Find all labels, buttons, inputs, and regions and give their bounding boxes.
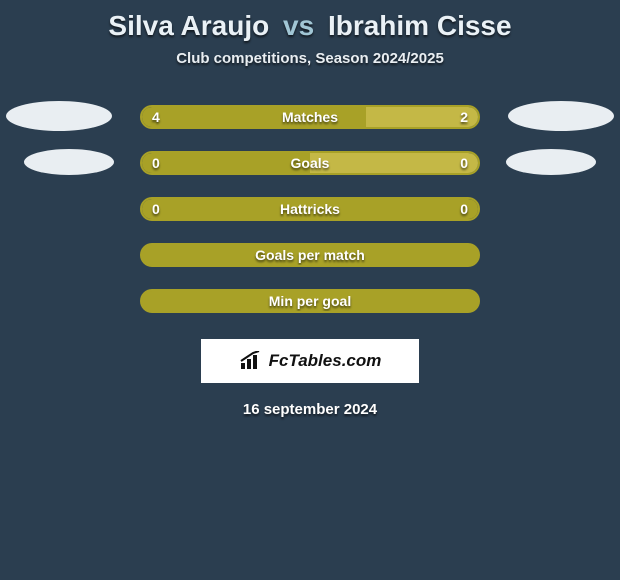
- stat-label: Min per goal: [142, 291, 478, 311]
- vs-text: vs: [283, 10, 314, 41]
- bar-fill-player1: [142, 107, 366, 127]
- stat-row: Hattricks00: [0, 187, 620, 233]
- chart-icon: [239, 351, 265, 371]
- stats-rows: Matches42 Goals00 Hattricks00 Goals per mat…: [0, 95, 620, 325]
- bar-fill-player2: [366, 107, 478, 127]
- stat-bar: Goals00: [140, 151, 480, 175]
- stat-bar: Matches42: [140, 105, 480, 129]
- stat-bar: Hattricks00: [140, 197, 480, 221]
- bar-fill-player2: [310, 153, 478, 173]
- logo-inner: FcTables.com: [239, 351, 382, 371]
- subtitle: Club competitions, Season 2024/2025: [0, 50, 620, 67]
- stat-row: Goals00: [0, 141, 620, 187]
- stat-row: Matches42: [0, 95, 620, 141]
- logo-text: FcTables.com: [269, 351, 382, 371]
- player2-name: Ibrahim Cisse: [328, 10, 512, 41]
- logo-box[interactable]: FcTables.com: [201, 339, 419, 383]
- stat-row: Min per goal: [0, 279, 620, 325]
- stat-row: Goals per match: [0, 233, 620, 279]
- stat-bar: Min per goal: [140, 289, 480, 313]
- date: 16 september 2024: [0, 401, 620, 418]
- player1-ellipse: [24, 149, 114, 175]
- stat-label: Goals per match: [142, 245, 478, 265]
- bar-fill-player1: [142, 153, 310, 173]
- player1-ellipse: [6, 101, 112, 131]
- bar-fill-player1: [142, 199, 478, 219]
- player1-name: Silva Araujo: [108, 10, 269, 41]
- comparison-title: Silva Araujo vs Ibrahim Cisse: [0, 0, 620, 50]
- player2-ellipse: [508, 101, 614, 131]
- stat-bar: Goals per match: [140, 243, 480, 267]
- player2-ellipse: [506, 149, 596, 175]
